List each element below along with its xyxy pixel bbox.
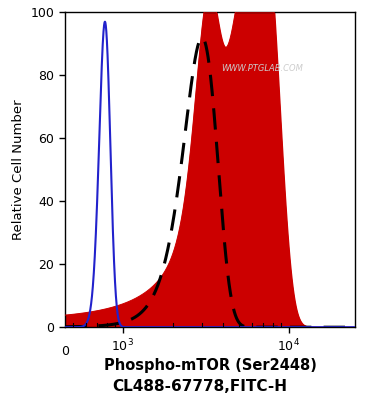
Text: 0: 0 — [61, 344, 69, 357]
X-axis label: Phospho-mTOR (Ser2448): Phospho-mTOR (Ser2448) — [104, 358, 316, 373]
Text: CL488-67778,FITC-H: CL488-67778,FITC-H — [112, 379, 287, 394]
Y-axis label: Relative Cell Number: Relative Cell Number — [12, 99, 25, 240]
Text: WWW.PTGLAB.COM: WWW.PTGLAB.COM — [221, 65, 303, 74]
